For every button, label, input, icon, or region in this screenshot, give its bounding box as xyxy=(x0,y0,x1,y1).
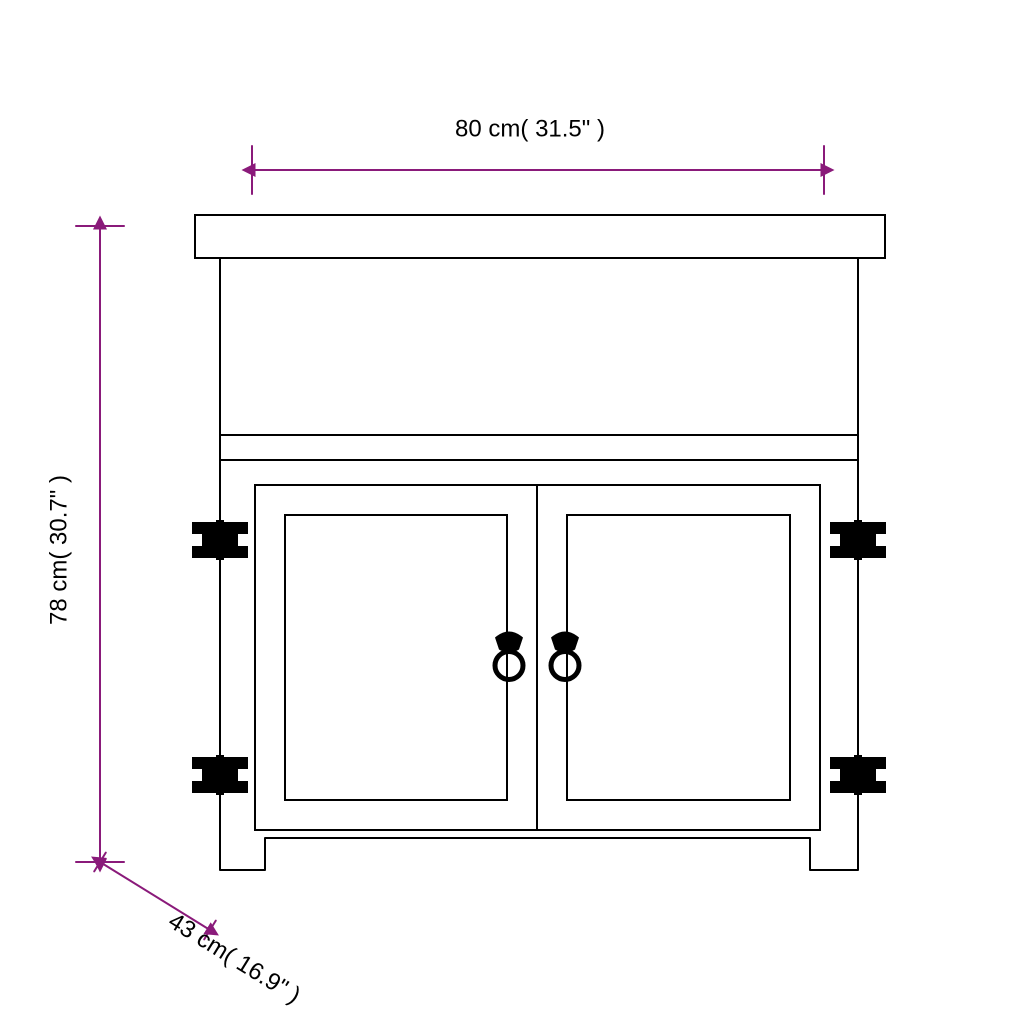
cabinet-top xyxy=(195,215,885,258)
svg-text:78 cm( 30.7" ): 78 cm( 30.7" ) xyxy=(45,475,72,625)
svg-text:80 cm( 31.5" ): 80 cm( 31.5" ) xyxy=(455,115,605,142)
svg-text:43 cm( 16.9" ): 43 cm( 16.9" ) xyxy=(164,908,306,1010)
diagram-canvas: 80 cm( 31.5" ) 78 cm( 30.7" ) 43 cm( 16.9"… xyxy=(0,0,1024,1024)
